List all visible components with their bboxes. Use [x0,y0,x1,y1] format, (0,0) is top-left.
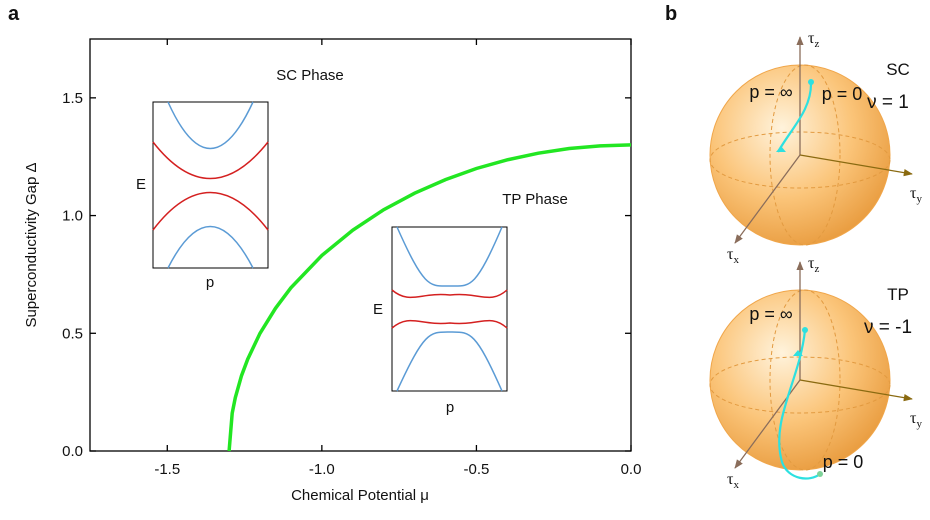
x-tick-label: -1.0 [309,461,335,478]
axis-subscript: z [814,263,819,275]
inset-x-label: p [206,274,214,291]
y-tick-label: 1.5 [62,90,83,107]
inset-curve [391,319,508,329]
p-zero: p = 0 [822,84,863,104]
plot-frame [89,38,632,452]
invariant: ν = 1 [867,92,909,113]
inset-curve [167,101,254,149]
axis-symbol: τ [727,246,734,263]
inset-y-label: E [373,301,383,318]
inset: E p [373,226,508,416]
state-point [817,471,823,477]
state-point [808,79,814,85]
axis-y [799,379,913,402]
axis-subscript: z [814,38,819,50]
boundary-line [227,143,632,452]
p-infinity: p = ∞ [749,82,793,102]
y-axis-label: Superconductivity Gap Δ [23,162,40,327]
inset-x-label: p [446,399,454,416]
axis-symbol: τ [808,255,815,272]
axis-label: τy [910,185,922,205]
x-tick-label: 0.0 [621,461,642,478]
annotation: TP Phase [502,191,568,208]
p-infinity: p = ∞ [749,304,793,324]
meridian [769,289,841,471]
x-axis-label: Chemical Potential μ [291,487,429,504]
path-arrow [776,146,786,152]
inset-y-label: E [136,176,146,193]
axis-subscript: y [916,418,922,430]
path-arrow [793,350,803,356]
state-path [778,329,821,480]
panel-label: b [665,3,677,25]
inset-frame [391,226,508,392]
axis-label: τy [910,410,922,430]
y-tick-label: 0.0 [62,443,83,460]
axis-subscript: x [733,479,739,491]
meridian [769,64,841,246]
axis-symbol: τ [808,30,815,47]
inset-curve [396,331,503,392]
axis-symbol: τ [910,185,917,202]
axis-label: τz [808,255,819,275]
plot: -1.5 -1.0 -0.5 0.0 0.0 0.5 1.0 1.5 [62,39,641,478]
phase-label: SC [886,60,910,79]
y-tick-label: 1.0 [62,208,83,225]
x-tick-label: -0.5 [463,461,489,478]
axis-x [734,154,801,244]
inset-curve [167,225,254,269]
inset: E p [136,101,269,291]
inset-curve [152,141,269,180]
y-tick-label: 0.5 [62,325,83,342]
axis-subscript: y [916,193,922,205]
axis-label: τx [727,471,739,491]
inset-frame [152,101,269,269]
invariant: ν = -1 [864,317,912,338]
axis-label: τz [808,30,819,50]
annotation: SC Phase [276,67,344,84]
axis-label: τx [727,246,739,266]
phase-label: TP [887,285,909,304]
panel-label: a [8,3,20,25]
state-point [802,327,808,333]
inset-curve [396,226,503,287]
inset-curve [391,289,508,299]
p-zero: p = 0 [823,452,864,472]
inset-curve [152,191,269,231]
axis-subscript: x [733,254,739,266]
state-path [777,81,813,153]
x-tick-label: -1.5 [154,461,180,478]
axis-y [799,154,913,177]
axis-symbol: τ [910,410,917,427]
axis-symbol: τ [727,471,734,488]
